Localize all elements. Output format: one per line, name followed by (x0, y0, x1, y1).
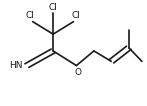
Text: HN: HN (9, 61, 22, 70)
Text: Cl: Cl (25, 10, 34, 20)
Text: Cl: Cl (49, 3, 58, 12)
Text: O: O (74, 68, 81, 77)
Text: Cl: Cl (72, 10, 81, 20)
